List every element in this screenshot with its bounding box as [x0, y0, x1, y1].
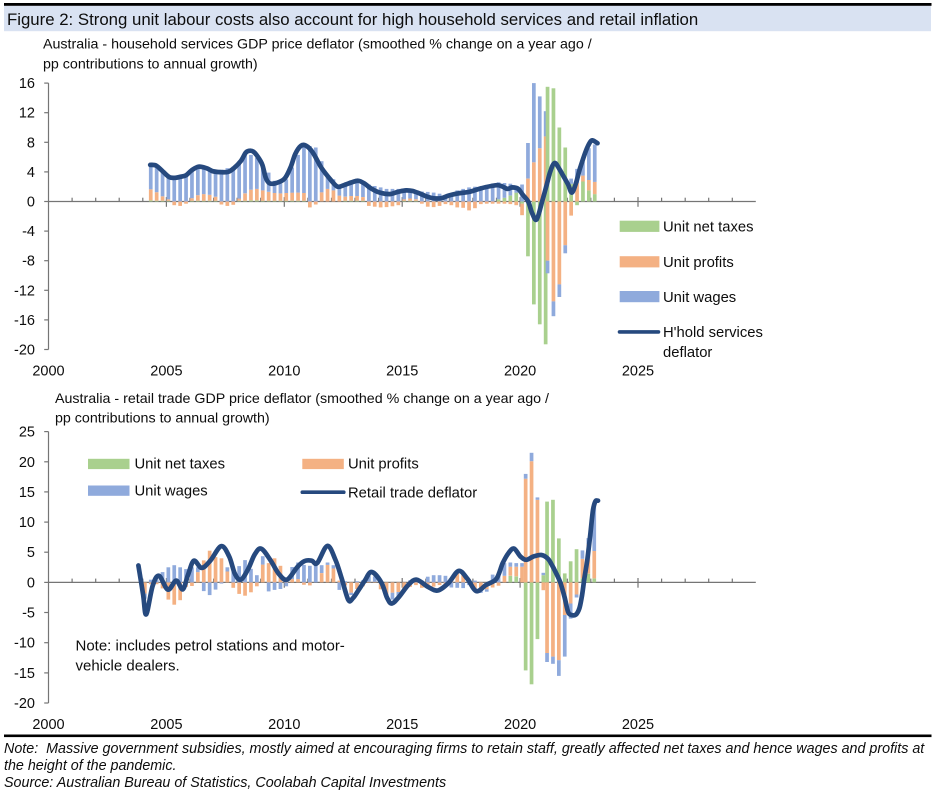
svg-text:2020: 2020: [504, 717, 536, 733]
svg-text:2010: 2010: [268, 717, 300, 733]
svg-text:Retail trade deflator: Retail trade deflator: [348, 485, 477, 501]
svg-text:2005: 2005: [150, 717, 182, 733]
svg-text:Unit profits: Unit profits: [663, 255, 734, 271]
svg-text:0: 0: [27, 195, 35, 211]
svg-text:10: 10: [19, 515, 35, 531]
svg-text:25: 25: [19, 425, 35, 441]
svg-text:2000: 2000: [32, 364, 64, 380]
svg-text:0: 0: [27, 575, 35, 591]
svg-text:Unit wages: Unit wages: [663, 290, 736, 306]
svg-text:Unit wages: Unit wages: [135, 483, 208, 499]
svg-text:-5: -5: [22, 606, 35, 622]
svg-text:-16: -16: [14, 313, 35, 329]
svg-text:H'hold services: H'hold services: [663, 325, 763, 341]
svg-text:2000: 2000: [32, 717, 64, 733]
svg-text:-8: -8: [22, 254, 35, 270]
svg-text:Australia - household services: Australia - household services GDP price…: [43, 37, 592, 53]
svg-text:the height of the pandemic.: the height of the pandemic.: [4, 758, 176, 774]
svg-text:pp contributions to annual gro: pp contributions to annual growth): [43, 56, 258, 72]
svg-text:-15: -15: [14, 666, 35, 682]
svg-text:Source: Australian Bureau of S: Source: Australian Bureau of Statistics,…: [4, 775, 446, 791]
svg-text:vehicle dealers.: vehicle dealers.: [76, 658, 180, 675]
svg-text:deflator: deflator: [663, 345, 712, 361]
svg-text:8: 8: [27, 135, 35, 151]
svg-text:Unit net taxes: Unit net taxes: [135, 457, 225, 473]
svg-text:5: 5: [27, 545, 35, 561]
svg-text:Australia - retail trade GDP p: Australia - retail trade GDP price defla…: [55, 391, 549, 407]
svg-text:20: 20: [19, 455, 35, 471]
svg-text:16: 16: [19, 76, 35, 92]
svg-text:-10: -10: [14, 636, 35, 652]
svg-text:Figure 2: Strong unit labour c: Figure 2: Strong unit labour costs also …: [7, 10, 698, 29]
svg-text:pp contributions to annual gro: pp contributions to annual growth): [55, 411, 270, 427]
svg-text:2015: 2015: [386, 717, 418, 733]
svg-text:-12: -12: [14, 283, 35, 299]
svg-text:2015: 2015: [386, 364, 418, 380]
svg-text:2005: 2005: [150, 364, 182, 380]
svg-text:2025: 2025: [622, 717, 654, 733]
svg-text:12: 12: [19, 106, 35, 122]
svg-text:15: 15: [19, 485, 35, 501]
svg-text:2020: 2020: [504, 364, 536, 380]
svg-text:-20: -20: [14, 696, 35, 712]
svg-text:2025: 2025: [622, 364, 654, 380]
svg-text:Note: includes petrol stations: Note: includes petrol stations and motor…: [76, 638, 345, 655]
svg-text:Unit profits: Unit profits: [348, 457, 419, 473]
svg-text:Unit net taxes: Unit net taxes: [663, 220, 753, 236]
svg-text:-20: -20: [14, 343, 35, 359]
svg-text:4: 4: [27, 165, 35, 181]
svg-text:Note: Massive government subs: Note: Massive government subsidies, most…: [4, 741, 925, 757]
svg-text:-4: -4: [22, 224, 35, 240]
svg-text:2010: 2010: [268, 364, 300, 380]
